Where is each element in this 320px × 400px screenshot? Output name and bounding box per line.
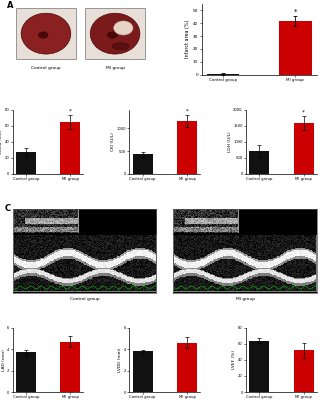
Text: MI group: MI group	[236, 297, 255, 301]
Bar	[133, 154, 153, 174]
Text: *: *	[302, 110, 305, 115]
Bar	[16, 152, 36, 174]
Ellipse shape	[90, 13, 140, 54]
Bar	[279, 21, 312, 74]
Ellipse shape	[38, 32, 48, 38]
Y-axis label: LVEF (%): LVEF (%)	[233, 350, 236, 370]
Ellipse shape	[21, 13, 71, 54]
Bar	[294, 123, 314, 174]
Text: *: *	[294, 9, 297, 15]
FancyBboxPatch shape	[16, 8, 76, 59]
Y-axis label: Infarct area (%): Infarct area (%)	[185, 20, 190, 58]
Ellipse shape	[114, 21, 133, 35]
Ellipse shape	[108, 32, 117, 38]
Text: Control group: Control group	[70, 297, 99, 301]
Text: A: A	[7, 1, 14, 10]
Bar	[16, 352, 36, 392]
Y-axis label: LVDD (mm): LVDD (mm)	[118, 348, 122, 372]
FancyBboxPatch shape	[85, 8, 146, 59]
Ellipse shape	[112, 43, 129, 50]
Text: Control group: Control group	[31, 66, 61, 70]
Bar	[294, 350, 314, 392]
Text: *: *	[69, 108, 72, 113]
Bar	[249, 151, 269, 174]
Text: MI group: MI group	[106, 66, 124, 70]
Text: *: *	[186, 109, 188, 114]
Bar	[60, 122, 80, 174]
Bar	[249, 341, 269, 392]
Bar	[133, 351, 153, 392]
Bar	[177, 121, 197, 174]
Y-axis label: CKMB (U/L): CKMB (U/L)	[0, 130, 3, 154]
Y-axis label: CKI (U/L): CKI (U/L)	[111, 132, 115, 151]
Y-axis label: LAD (mm): LAD (mm)	[2, 349, 5, 371]
Text: C: C	[4, 204, 10, 213]
Y-axis label: LDH (U/L): LDH (U/L)	[228, 132, 232, 152]
Bar	[177, 343, 197, 392]
Bar	[60, 342, 80, 392]
